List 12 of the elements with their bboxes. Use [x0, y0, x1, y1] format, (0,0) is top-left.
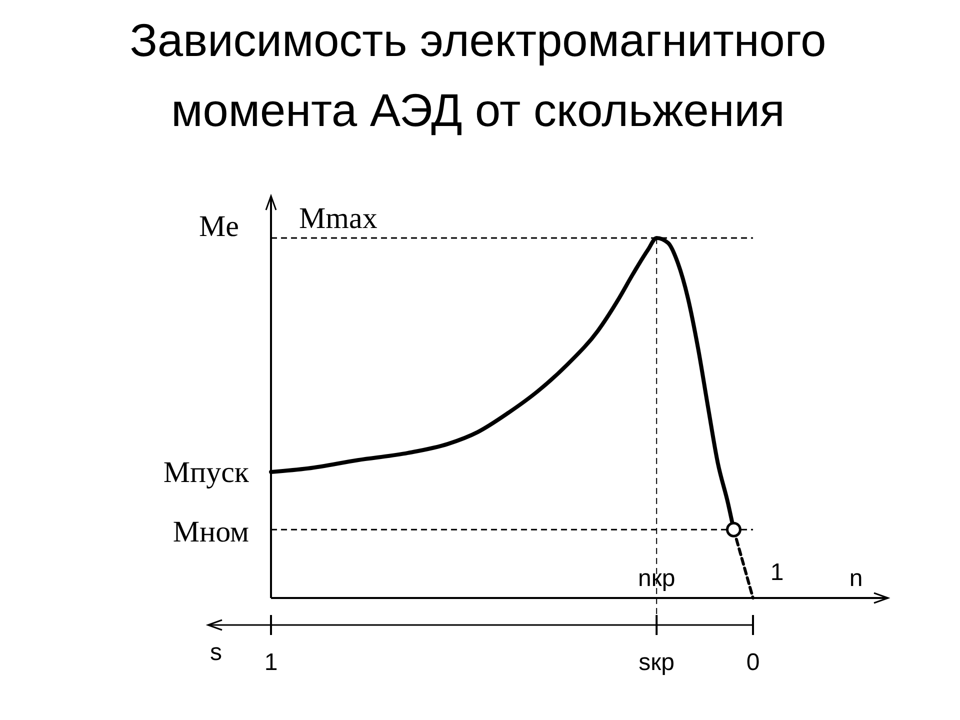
chart-title: Зависимость электромагнитного момента АЭД от скольжения: [130, 14, 826, 136]
text: n: [849, 565, 863, 592]
annotation: Мпуск: [163, 456, 250, 489]
x-tick-label: 1: [264, 649, 278, 676]
x-axis-title: s: [210, 639, 222, 666]
x-tick-label: 0: [746, 649, 760, 676]
y-axis-title: Me: [199, 210, 239, 243]
x-tick-label: sкр: [638, 649, 675, 676]
annotation: 1: [770, 559, 784, 586]
annotation: nкр: [638, 565, 676, 592]
ref-line-label: Mmax: [299, 202, 378, 235]
ref-line-label: Мном: [172, 516, 249, 549]
